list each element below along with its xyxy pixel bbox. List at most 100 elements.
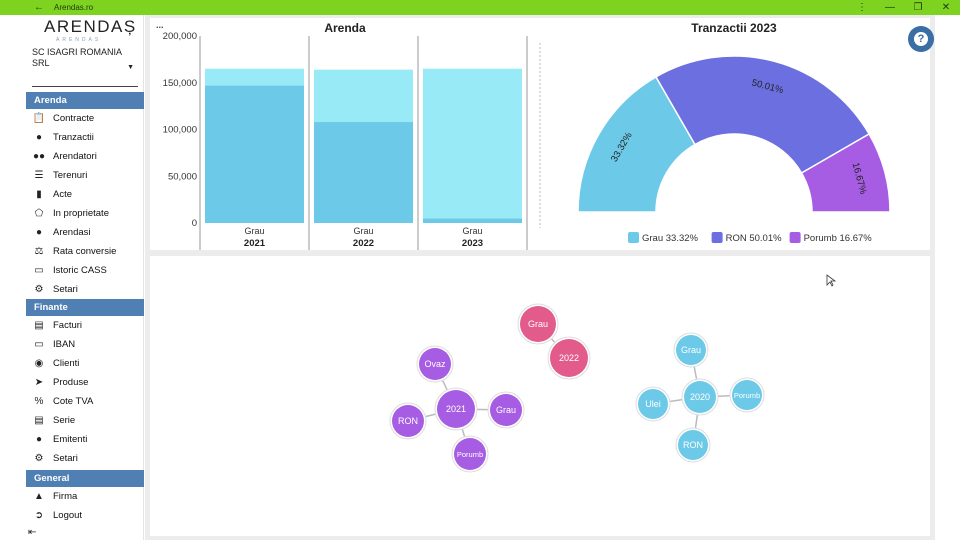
x-sublabel: Grau <box>353 226 373 236</box>
sidebar-item-setari[interactable]: ⚙ Setari <box>26 449 144 468</box>
sidebar-item-firma[interactable]: ▲ Firma <box>26 487 144 506</box>
collapse-sidebar-icon[interactable]: ⇤ <box>28 527 37 538</box>
company-select[interactable]: SC ISAGRI ROMANIA SRL ▼ <box>32 47 138 87</box>
bar-segment <box>314 69 413 123</box>
section-header-arenda: Arenda <box>26 92 144 109</box>
sidebar-item-iban[interactable]: ▭ IBAN <box>26 335 144 354</box>
sidebar-item-arendasi[interactable]: ● Arendasi <box>26 223 144 242</box>
network-center-node <box>550 339 588 377</box>
sidebar-item-label: Logout <box>53 510 83 521</box>
sidebar-item-label: Acte <box>53 189 73 200</box>
card-icon: ▭ <box>34 265 44 276</box>
sidebar-item-label: Emitenti <box>53 434 88 445</box>
sidebar-item-acte[interactable]: ▮ Acte <box>26 185 144 204</box>
bar-chart-title: Arenda <box>324 21 366 35</box>
sidebar-item-label: Facturi <box>53 320 83 331</box>
minimize-icon[interactable]: — <box>885 2 895 13</box>
bar-segment <box>205 68 304 86</box>
network-node-label: Grau <box>681 345 701 355</box>
gear-icon: ⚙ <box>34 453 44 464</box>
back-arrow-icon[interactable]: ← <box>34 2 44 13</box>
sidebar-item-cote-tva[interactable]: % Cote TVA <box>26 392 144 411</box>
sidebar-item-label: IBAN <box>53 339 76 350</box>
sidebar-item-label: Arendatori <box>53 151 97 162</box>
window-title: Arendas.ro <box>54 3 94 12</box>
company-name: SC ISAGRI ROMANIA SRL <box>32 47 122 68</box>
network-node-label: Porumb <box>457 450 483 459</box>
app-logo: ARENDAȘ <box>44 17 137 36</box>
network-node-label: RON <box>398 416 418 426</box>
file-icon: ▮ <box>36 189 42 200</box>
sidebar-item-label: In proprietate <box>53 208 109 219</box>
mouse-cursor-icon <box>826 274 837 287</box>
close-icon[interactable]: ✕ <box>941 2 951 13</box>
caret-down-icon: ▼ <box>127 64 134 71</box>
layers-icon: ☰ <box>34 170 44 181</box>
x-sublabel: Grau <box>244 226 264 236</box>
chart-menu-icon: ... <box>156 20 164 30</box>
legend-label: Grau 33.32% <box>642 233 699 244</box>
network-center-label: 2020 <box>690 392 710 402</box>
sidebar-item-label: Firma <box>53 491 78 502</box>
y-tick-label: 0 <box>192 218 197 229</box>
sidebar-item-label: Serie <box>53 415 76 426</box>
sidebar-item-produse[interactable]: ➤ Produse <box>26 373 144 392</box>
y-tick-label: 100,000 <box>163 125 197 136</box>
sidebar-item-label: Clienti <box>53 358 80 369</box>
sidebar-item-logout[interactable]: ➲ Logout <box>26 506 144 525</box>
network-node <box>676 335 706 365</box>
sidebar-item-istoric-cass[interactable]: ▭ Istoric CASS <box>26 261 144 280</box>
sidebar-item-clienti[interactable]: ◉ Clienti <box>26 354 144 373</box>
credit-card-icon: ▭ <box>34 339 44 350</box>
dashboard: Arenda... 200,000 150,000 100,000 50,000 0 Gra… <box>145 15 935 540</box>
sidebar-item-rata-conversie[interactable]: ⚖ Rata conversie <box>26 242 144 261</box>
bar-segment <box>205 85 304 224</box>
network-node-label: Ulei <box>645 399 661 409</box>
network-node <box>520 306 556 342</box>
sidebar-item-label: Contracte <box>53 113 95 124</box>
sidebar-item-arendatori[interactable]: ●● Arendatori <box>26 147 144 166</box>
network-center-label: 2022 <box>559 353 579 363</box>
network-center-node <box>437 390 475 428</box>
sidebar-item-serie[interactable]: ▤ Serie <box>26 411 144 430</box>
pie-slice <box>655 55 870 174</box>
bank-icon: ▲ <box>34 491 44 502</box>
legend-label: RON 50.01% <box>726 233 783 244</box>
sidebar: ARENDAȘ ARENDAS SC ISAGRI ROMANIA SRL ▼ … <box>26 15 144 540</box>
users-icon: ●● <box>32 151 46 162</box>
sidebar-item-terenuri[interactable]: ☰ Terenuri <box>26 166 144 185</box>
sidebar-item-emitenti[interactable]: ● Emitenti <box>26 430 144 449</box>
network-node <box>732 380 762 410</box>
sidebar-item-label: Setari <box>53 284 78 295</box>
pie-chart-title: Tranzactii 2023 <box>691 21 777 35</box>
x-tick-label: 2022 <box>353 238 374 249</box>
sidebar-item-label: Cote TVA <box>53 396 94 407</box>
sidebar-item-facturi[interactable]: ▤ Facturi <box>26 316 144 335</box>
sidebar-item-contracte[interactable]: 📋 Contracte <box>26 109 144 128</box>
user-file-icon: ● <box>35 434 43 445</box>
percent-icon: % <box>34 396 44 407</box>
bar-segment <box>314 122 413 223</box>
sidebar-item-tranzactii[interactable]: ● Tranzactii <box>26 128 144 147</box>
more-vert-icon[interactable]: ⋮ <box>857 2 867 13</box>
charts-svg: Arenda...200,000 150,000 100,000 50,000 0 Gra… <box>156 20 891 250</box>
x-tick-label: 2021 <box>244 238 266 249</box>
network-node-label: Grau <box>496 405 516 415</box>
network-center-label: 2021 <box>446 404 466 414</box>
logout-icon: ➲ <box>34 510 44 521</box>
pie-slice <box>800 133 891 213</box>
network-center-node <box>684 381 716 413</box>
bar-segment <box>423 68 522 219</box>
sidebar-item-in-proprietate[interactable]: ⬠ In proprietate <box>26 204 144 223</box>
network-node-label: RON <box>683 440 703 450</box>
document-icon: ▤ <box>34 415 44 426</box>
help-button[interactable]: ? <box>908 26 934 52</box>
maximize-icon[interactable]: ❐ <box>913 2 923 13</box>
sidebar-item-label: Produse <box>53 377 89 388</box>
sidebar-item-label: Terenuri <box>53 170 88 181</box>
invoice-icon: ▤ <box>34 320 44 331</box>
sidebar-item-setari[interactable]: ⚙ Setari <box>26 280 144 299</box>
polygon-icon: ⬠ <box>34 208 44 219</box>
gear-icon: ⚙ <box>34 284 44 295</box>
section-header-general: General <box>26 470 144 487</box>
